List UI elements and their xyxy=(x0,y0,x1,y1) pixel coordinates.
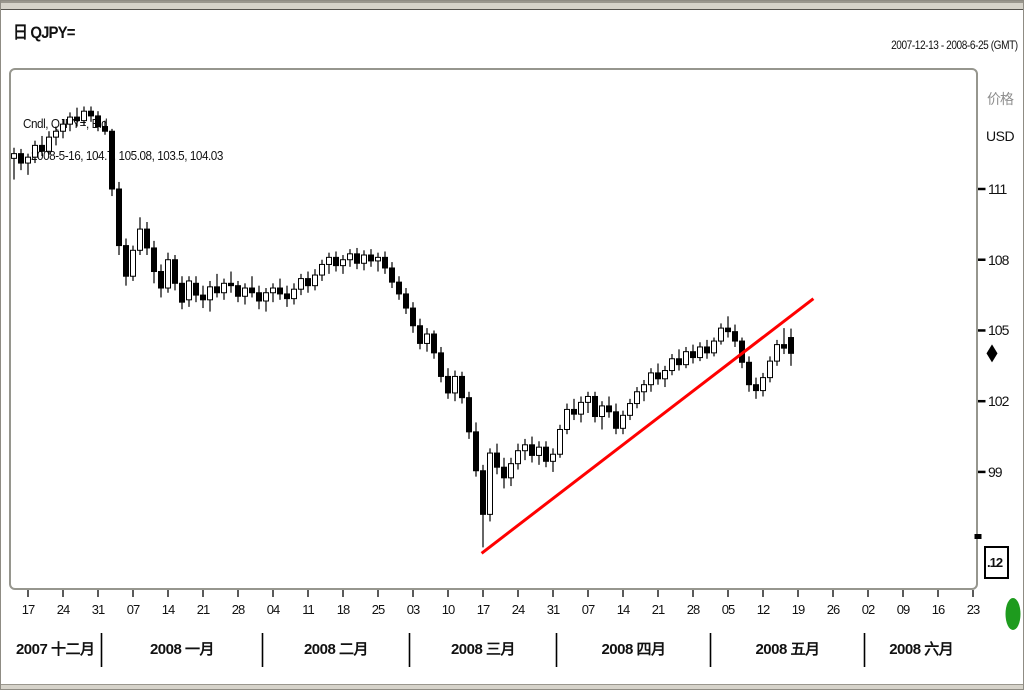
x-date-label: 31 xyxy=(546,602,560,617)
x-date-label: 17 xyxy=(476,602,490,617)
window-top-edge xyxy=(1,1,1023,10)
y-tick-label: 111 xyxy=(988,181,1007,197)
chart-title: 日 QJPY= xyxy=(13,23,75,42)
y-tick-label: 102 xyxy=(988,393,1009,410)
x-date-label: 14 xyxy=(161,602,175,617)
x-date-label: 17 xyxy=(21,602,35,617)
x-date-label: 10 xyxy=(441,602,455,617)
y-axis-currency: USD xyxy=(986,128,1015,144)
x-month-label: 2007 十二月 xyxy=(15,641,95,658)
x-date-label: 07 xyxy=(126,602,140,617)
last-price-marker-icon xyxy=(986,344,998,363)
axis-value-box[interactable]: .12 xyxy=(984,546,1009,579)
y-axis-title: 价格 xyxy=(987,91,1014,107)
y-tick-label: 108 xyxy=(988,251,1009,268)
x-date-label: 23 xyxy=(966,602,980,617)
x-date-label: 24 xyxy=(511,602,525,617)
x-date-label: 21 xyxy=(196,602,210,617)
x-date-label: 28 xyxy=(686,602,700,617)
y-tick-label: 105 xyxy=(988,322,1009,339)
x-date-label: 18 xyxy=(336,602,350,617)
plot-area[interactable] xyxy=(9,68,978,590)
x-date-label: 24 xyxy=(56,602,70,617)
x-date-label: 03 xyxy=(406,602,420,617)
x-month-label: 2008 五月 xyxy=(755,641,820,658)
x-date-label: 11 xyxy=(302,602,315,617)
x-month-label: 2008 六月 xyxy=(889,641,954,658)
legend-series: Cndl, QJPY=, Bid xyxy=(23,116,108,131)
x-date-label: 02 xyxy=(861,602,875,617)
y-tick-label: 99 xyxy=(988,463,1003,480)
x-date-label: 31 xyxy=(91,602,105,617)
x-month-label: 2008 一月 xyxy=(149,641,215,658)
x-date-label: 05 xyxy=(721,602,735,617)
x-date-label: 07 xyxy=(581,602,595,617)
x-date-label: 21 xyxy=(651,602,665,617)
x-date-label: 26 xyxy=(826,602,840,617)
x-month-label: 2008 四月 xyxy=(601,641,666,658)
x-month-label: 2008 二月 xyxy=(303,641,369,658)
x-date-label: 04 xyxy=(266,602,280,617)
x-date-label: 09 xyxy=(896,602,910,617)
x-date-label: 16 xyxy=(931,602,945,617)
x-date-label: 25 xyxy=(371,602,385,617)
x-date-label: 28 xyxy=(231,602,245,617)
x-date-label: 19 xyxy=(791,602,805,617)
window-bottom-edge xyxy=(1,684,1023,689)
chart-date-range: 2007-12-13 - 2008-6-25 (GMT) xyxy=(891,38,1018,52)
x-date-label: 12 xyxy=(756,602,770,617)
x-month-label: 2008 三月 xyxy=(450,641,516,658)
green-oval-button[interactable] xyxy=(1005,598,1021,630)
legend-ohlc-readout: 2008-5-16, 104.7, 105.08, 103.5, 104.03 xyxy=(31,148,223,163)
x-date-label: 14 xyxy=(616,602,630,617)
